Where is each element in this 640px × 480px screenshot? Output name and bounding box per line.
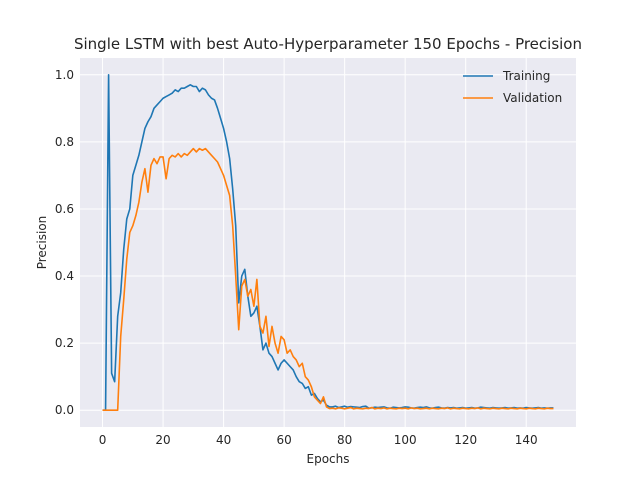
- grid-lines: [80, 58, 576, 427]
- x-tick-label: 20: [155, 433, 170, 447]
- legend-label-training: Training: [502, 69, 550, 83]
- y-tick-label: 0.4: [55, 269, 74, 283]
- legend: Training Validation: [463, 69, 562, 105]
- x-tick-label: 60: [276, 433, 291, 447]
- x-tick-label: 40: [216, 433, 231, 447]
- series-lines: [102, 73, 554, 412]
- y-tick-label: 0.2: [55, 336, 74, 350]
- y-tick-label: 0.8: [55, 135, 74, 149]
- x-tick-label: 0: [99, 433, 107, 447]
- y-tick-label: 0.6: [55, 202, 74, 216]
- y-axis-label: Precision: [35, 216, 49, 270]
- y-tick-label: 1.0: [55, 68, 74, 82]
- legend-label-validation: Validation: [503, 91, 562, 105]
- chart-title: Single LSTM with best Auto-Hyperparamete…: [74, 35, 582, 53]
- plot-area-background: [80, 58, 576, 427]
- x-tick-label: 120: [454, 433, 477, 447]
- x-tick-label: 140: [515, 433, 538, 447]
- axis-ticks: 0 20 40 60 80 100 120 140 0.0 0.2 0.4 0.6 0.8 1.0: [55, 68, 538, 447]
- x-tick-label: 80: [337, 433, 352, 447]
- series-line-validation: [102, 147, 554, 412]
- x-axis-label: Epochs: [307, 452, 350, 466]
- y-tick-label: 0.0: [55, 403, 74, 417]
- x-tick-label: 100: [394, 433, 417, 447]
